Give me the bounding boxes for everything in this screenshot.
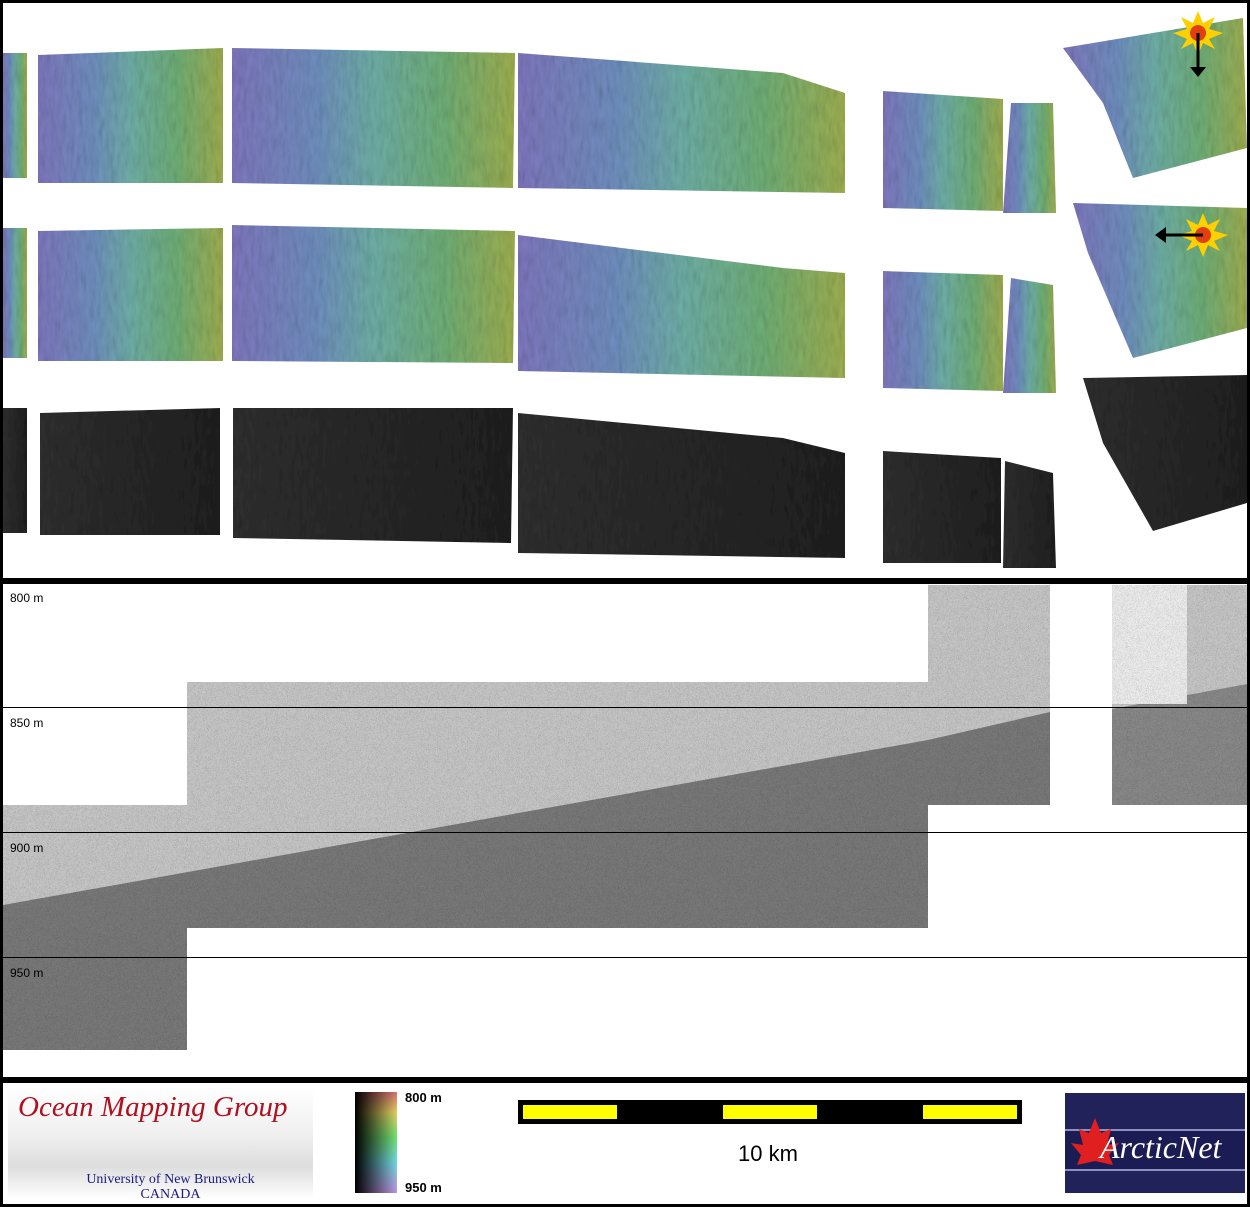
omg-university: University of New Brunswick bbox=[86, 1172, 255, 1187]
scale-bar bbox=[518, 1100, 1022, 1124]
scale-bar-label: 10 km bbox=[738, 1141, 798, 1166]
legend-graphics bbox=[355, 1092, 1022, 1193]
sun-illumination-icon bbox=[1173, 11, 1223, 77]
omg-country: CANADA bbox=[140, 1187, 201, 1202]
depth-label-900: 900 m bbox=[10, 841, 44, 855]
colorbar-bottom-label: 950 m bbox=[405, 1180, 442, 1195]
mosaic-strips bbox=[3, 11, 1247, 568]
depth-colorbar bbox=[355, 1092, 397, 1193]
legend-panel: Ocean Mapping Group University of New Br… bbox=[3, 1083, 1247, 1204]
depth-label-950: 950 m bbox=[10, 966, 44, 980]
arcticnet-title: ArcticNet bbox=[1100, 1129, 1222, 1165]
shaded-relief-row bbox=[3, 18, 1247, 213]
profile-image bbox=[3, 585, 1247, 1050]
bathymetry-mosaic-panel bbox=[3, 3, 1247, 578]
arcticnet-logo: ArcticNet bbox=[1065, 1093, 1245, 1193]
ocean-mapping-group-logo: Ocean Mapping Group University of New Br… bbox=[8, 1087, 313, 1202]
sun-illumination-icon bbox=[1155, 213, 1228, 257]
omg-logo-title: Ocean Mapping Group bbox=[18, 1091, 288, 1123]
depth-gridlines bbox=[3, 707, 1247, 958]
depth-label-850: 850 m bbox=[10, 716, 44, 730]
depth-label-800: 800 m bbox=[10, 591, 44, 605]
backscatter-row bbox=[3, 375, 1247, 568]
omg-logo-subtitle: University of New Brunswick CANADA bbox=[8, 1172, 333, 1202]
slope-row bbox=[3, 203, 1247, 393]
maple-leaf-icon bbox=[1071, 1118, 1119, 1165]
subbottom-profile-panel: 800 m 850 m 900 m 950 m bbox=[3, 584, 1247, 1077]
colorbar-top-label: 800 m bbox=[405, 1090, 442, 1105]
